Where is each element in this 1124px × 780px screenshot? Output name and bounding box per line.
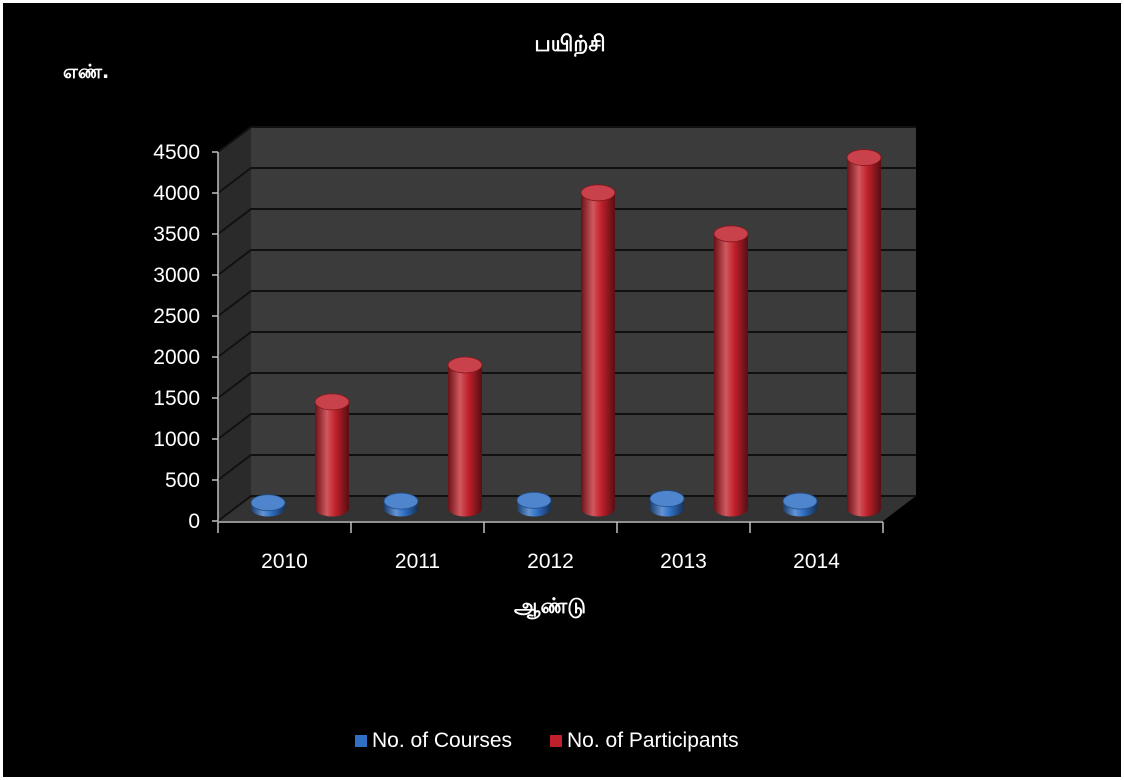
y-tick-label: 3500 [153,223,200,246]
bar-top [516,491,552,509]
grid-line [217,167,916,194]
bar-body [315,401,349,517]
x-tick-label: 2014 [793,550,840,573]
bar-top [782,492,818,510]
bar-top [649,490,685,508]
bar-top [846,149,882,166]
bar-top [250,494,286,512]
legend-swatch [550,735,562,747]
bar-top [383,492,419,510]
bar-top [314,393,350,411]
x-tick-label: 2010 [261,550,308,573]
y-tick-label: 1000 [153,428,200,451]
bar-body [581,192,615,517]
bar-participants-2011 [447,356,483,517]
bar-courses-2011 [383,492,419,517]
y-tick-label: 4000 [153,182,200,205]
bar-courses-2013 [649,490,685,517]
y-tick-label: 2500 [153,305,200,328]
bar-participants-2014 [846,149,882,517]
y-axis-label: எண். [63,61,109,83]
grid-line [217,290,916,317]
grid-line [217,126,916,153]
legend-label: No. of Courses [372,729,512,752]
x-axis-ticks: 2010 2011 2012 2013 2014 [217,521,884,573]
bars [250,149,882,517]
legend: No. of Courses No. of Participants [355,729,739,752]
y-tick-label: 3000 [153,264,200,287]
grid-line [217,372,916,399]
side-wall [218,127,251,521]
y-axis-ticks: 0 500 1000 1500 2000 2500 3000 3500 4000 4500 [153,141,219,533]
grid-line [217,249,916,276]
y-tick-label: 2000 [153,346,200,369]
grid-line [217,495,916,522]
grid-line [217,331,916,358]
bar-participants-2010 [314,393,350,517]
bar-body [448,365,482,517]
y-tick-label: 0 [188,510,200,533]
x-tick-label: 2012 [527,550,574,573]
bar-participants-2012 [580,184,616,517]
bar-top [580,184,616,202]
bar-top [447,356,483,374]
bar-body [847,157,881,517]
y-tick-label: 500 [165,469,200,492]
y-tick-label: 4500 [153,141,200,164]
bar-participants-2013 [713,225,749,517]
x-tick-label: 2013 [660,550,707,573]
bar-courses-2012 [516,491,552,517]
legend-label: No. of Participants [567,729,739,752]
bar-body [714,233,748,517]
bar-courses-2010 [250,494,286,517]
x-axis-label: ஆண்டு [514,594,586,620]
grid-line [217,208,916,235]
chart-title: பயிற்சி [534,32,605,57]
chart-frame: 0 500 1000 1500 2000 2500 3000 3500 4000 4500 201… [3,3,1121,777]
legend-swatch [355,735,367,747]
bar-courses-2014 [782,492,818,517]
y-tick-label: 1500 [153,387,200,410]
grid-lines [217,126,916,522]
x-tick-label: 2011 [395,550,440,573]
bar-top [713,225,749,243]
chart-svg: 0 500 1000 1500 2000 2500 3000 3500 4000 4500 201… [63,32,916,752]
grid-line [217,454,916,481]
grid-line [217,413,916,440]
